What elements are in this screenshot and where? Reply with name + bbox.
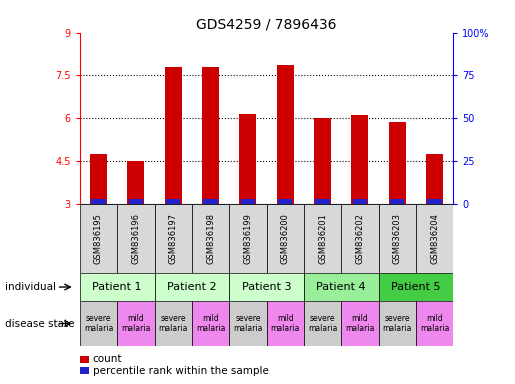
Text: GSM836196: GSM836196 bbox=[131, 213, 140, 263]
Bar bbox=[267, 301, 304, 346]
Bar bbox=[241, 199, 255, 204]
Bar bbox=[154, 273, 229, 301]
Text: GSM836202: GSM836202 bbox=[355, 213, 364, 263]
Text: percentile rank within the sample: percentile rank within the sample bbox=[93, 366, 269, 376]
Bar bbox=[80, 301, 117, 346]
Text: disease state: disease state bbox=[5, 318, 75, 329]
Bar bbox=[389, 122, 406, 204]
Bar bbox=[80, 367, 89, 374]
Bar bbox=[80, 273, 154, 301]
Bar bbox=[304, 301, 341, 346]
Text: mild
malaria: mild malaria bbox=[196, 314, 225, 333]
Text: count: count bbox=[93, 354, 122, 364]
Text: individual: individual bbox=[5, 282, 56, 292]
Text: Patient 5: Patient 5 bbox=[391, 282, 441, 292]
Bar bbox=[390, 199, 404, 204]
Bar bbox=[341, 301, 379, 346]
Text: severe
malaria: severe malaria bbox=[233, 314, 263, 333]
Text: GSM836204: GSM836204 bbox=[430, 213, 439, 263]
Bar bbox=[80, 204, 117, 273]
Bar bbox=[192, 204, 229, 273]
Text: GSM836201: GSM836201 bbox=[318, 213, 327, 263]
Text: Patient 1: Patient 1 bbox=[92, 282, 142, 292]
Text: Patient 2: Patient 2 bbox=[167, 282, 217, 292]
Text: GSM836199: GSM836199 bbox=[244, 213, 252, 263]
Bar bbox=[416, 301, 453, 346]
Text: mild
malaria: mild malaria bbox=[270, 314, 300, 333]
Bar bbox=[379, 273, 453, 301]
Bar bbox=[192, 301, 229, 346]
Text: severe
malaria: severe malaria bbox=[159, 314, 188, 333]
Bar bbox=[315, 199, 330, 204]
Bar bbox=[278, 199, 293, 204]
Bar bbox=[80, 356, 89, 363]
Text: GSM836195: GSM836195 bbox=[94, 213, 103, 263]
Bar bbox=[379, 204, 416, 273]
Bar bbox=[154, 301, 192, 346]
Bar bbox=[127, 161, 144, 204]
Bar bbox=[229, 273, 304, 301]
Text: GSM836198: GSM836198 bbox=[206, 213, 215, 263]
Text: mild
malaria: mild malaria bbox=[121, 314, 150, 333]
Bar bbox=[90, 154, 107, 204]
Text: mild
malaria: mild malaria bbox=[420, 314, 449, 333]
Title: GDS4259 / 7896436: GDS4259 / 7896436 bbox=[196, 18, 337, 31]
Text: GSM836203: GSM836203 bbox=[393, 213, 402, 263]
Bar bbox=[117, 204, 154, 273]
Bar bbox=[154, 204, 192, 273]
Text: severe
malaria: severe malaria bbox=[383, 314, 412, 333]
Bar bbox=[202, 67, 219, 204]
Bar bbox=[351, 115, 368, 204]
Bar bbox=[239, 114, 256, 204]
Text: Patient 3: Patient 3 bbox=[242, 282, 291, 292]
Text: GSM836197: GSM836197 bbox=[169, 213, 178, 263]
Bar bbox=[229, 301, 267, 346]
Bar bbox=[426, 154, 443, 204]
Text: Patient 4: Patient 4 bbox=[316, 282, 366, 292]
Text: severe
malaria: severe malaria bbox=[308, 314, 337, 333]
Bar bbox=[427, 199, 442, 204]
Bar bbox=[129, 199, 143, 204]
Bar bbox=[203, 199, 218, 204]
Bar bbox=[165, 67, 182, 204]
Bar bbox=[304, 273, 379, 301]
Bar bbox=[304, 204, 341, 273]
Text: severe
malaria: severe malaria bbox=[84, 314, 113, 333]
Bar bbox=[166, 199, 180, 204]
Bar bbox=[117, 301, 154, 346]
Bar bbox=[353, 199, 367, 204]
Bar bbox=[314, 118, 331, 204]
Text: mild
malaria: mild malaria bbox=[345, 314, 374, 333]
Bar bbox=[416, 204, 453, 273]
Bar bbox=[341, 204, 379, 273]
Bar bbox=[229, 204, 267, 273]
Bar bbox=[277, 65, 294, 204]
Bar bbox=[91, 199, 106, 204]
Bar bbox=[379, 301, 416, 346]
Bar bbox=[267, 204, 304, 273]
Text: GSM836200: GSM836200 bbox=[281, 213, 289, 263]
